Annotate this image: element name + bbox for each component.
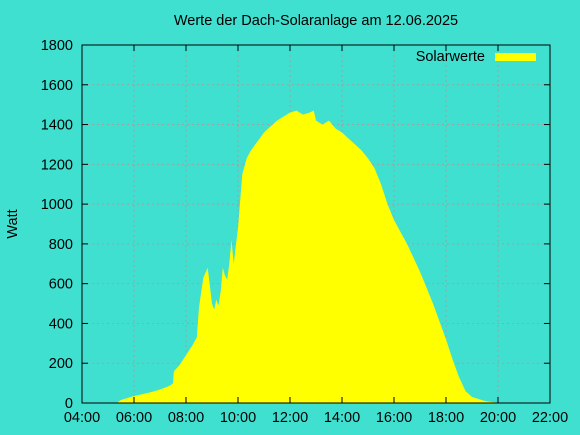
y-tick-label: 1800 — [41, 38, 73, 54]
y-axis-ticks: 0 200 400 600 800 1000 1200 1400 1600 1800 — [41, 38, 550, 412]
grid-lines — [82, 45, 550, 403]
y-tick-label: 1000 — [41, 197, 73, 213]
y-tick-label: 1600 — [41, 78, 73, 94]
y-tick-label: 400 — [49, 316, 73, 332]
y-tick-label: 1400 — [41, 118, 73, 134]
x-tick-label: 06:00 — [116, 410, 152, 426]
y-tick-label: 0 — [65, 396, 73, 412]
x-tick-label: 04:00 — [64, 410, 100, 426]
y-axis-label: Watt — [5, 209, 21, 238]
y-tick-label: 600 — [49, 277, 73, 293]
solarwerte-area — [118, 110, 527, 403]
legend: Solarwerte — [416, 49, 536, 65]
y-tick-label: 1200 — [41, 157, 73, 173]
x-tick-label: 08:00 — [168, 410, 204, 426]
x-tick-label: 12:00 — [272, 410, 308, 426]
y-tick-label: 200 — [49, 356, 73, 372]
y-tick-label: 800 — [49, 237, 73, 253]
chart-title: Werte der Dach-Solaranlage am 12.06.2025 — [174, 13, 458, 29]
x-tick-label: 10:00 — [220, 410, 256, 426]
plot-frame — [81, 44, 551, 404]
legend-label-solarwerte: Solarwerte — [416, 49, 485, 65]
x-tick-label: 16:00 — [376, 410, 412, 426]
x-tick-label: 14:00 — [324, 410, 360, 426]
x-axis-ticks: 04:00 06:00 08:00 10:00 12:00 14:00 16:00 18:00… — [64, 45, 568, 426]
x-tick-label: 20:00 — [480, 410, 516, 426]
x-tick-label: 18:00 — [428, 410, 464, 426]
x-tick-label: 22:00 — [532, 410, 568, 426]
legend-swatch-solarwerte — [495, 53, 536, 61]
